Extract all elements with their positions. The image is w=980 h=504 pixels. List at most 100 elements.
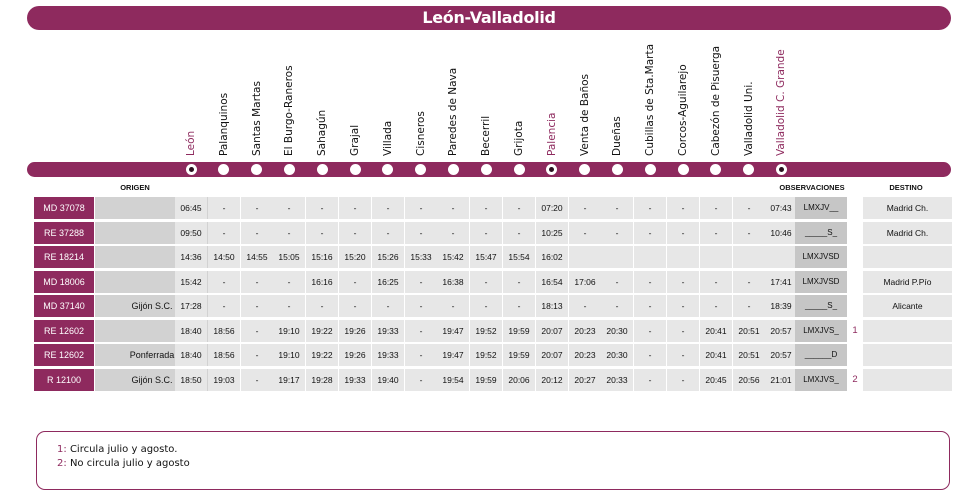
main-station-marker bbox=[775, 164, 787, 175]
time-cell: - bbox=[667, 319, 699, 342]
station-marker bbox=[579, 164, 591, 175]
destination-cell: Madrid P.Pío bbox=[863, 270, 952, 293]
station-label: Paredes de Nava bbox=[445, 40, 461, 156]
time-cell: 15:54 bbox=[503, 246, 535, 268]
time-cell: - bbox=[405, 295, 437, 317]
time-cell: - bbox=[601, 270, 633, 293]
time-cell: 20:56 bbox=[733, 368, 765, 391]
station-name: Becerril bbox=[480, 115, 493, 156]
observations-cell: _____S_ bbox=[795, 221, 847, 244]
time-cell: 19:10 bbox=[273, 319, 305, 342]
time-cell: 15:33 bbox=[405, 246, 437, 268]
time-cell: 20:33 bbox=[601, 368, 633, 391]
time-cell: 20:45 bbox=[700, 368, 732, 391]
time-cell: - bbox=[634, 270, 666, 293]
time-cell: 20:06 bbox=[503, 368, 535, 391]
station-marker bbox=[611, 164, 623, 175]
time-cell: 20:41 bbox=[700, 319, 732, 342]
time-cell bbox=[601, 246, 633, 268]
time-cell: - bbox=[306, 221, 338, 244]
time-cell: 14:50 bbox=[208, 246, 240, 268]
time-cell: - bbox=[634, 319, 666, 342]
time-cell: - bbox=[470, 270, 502, 293]
time-cell: 18:40 bbox=[175, 319, 207, 342]
time-cell: 19:33 bbox=[339, 368, 371, 391]
time-cell: - bbox=[503, 197, 535, 219]
time-cell: 07:43 bbox=[765, 197, 797, 219]
time-cell bbox=[733, 246, 765, 268]
station-marker bbox=[283, 164, 295, 175]
time-cell bbox=[634, 246, 666, 268]
time-cell: 19:03 bbox=[208, 368, 240, 391]
time-cell: - bbox=[601, 295, 633, 317]
observations-cell: LMXJVS_ bbox=[795, 368, 847, 391]
time-cell: 20:23 bbox=[569, 319, 601, 342]
station-name: Valladolid Uni. bbox=[742, 81, 755, 156]
time-cell: - bbox=[208, 197, 240, 219]
note-ref bbox=[848, 246, 862, 268]
time-cell: 20:12 bbox=[536, 368, 568, 391]
station-marker bbox=[743, 164, 755, 175]
time-cell: - bbox=[601, 221, 633, 244]
station-name: Cabezón de Pisuerga bbox=[709, 45, 722, 156]
time-cell: 18:40 bbox=[175, 344, 207, 366]
time-cell: - bbox=[306, 197, 338, 219]
time-cell: 19:40 bbox=[372, 368, 404, 391]
time-cell: 19:59 bbox=[470, 368, 502, 391]
time-cell: - bbox=[306, 295, 338, 317]
time-cell: 20:23 bbox=[569, 344, 601, 366]
time-cell: 16:54 bbox=[536, 270, 568, 293]
time-cell: - bbox=[569, 295, 601, 317]
time-cell: - bbox=[273, 270, 305, 293]
note-1-number: 1 bbox=[57, 444, 64, 455]
time-cell: - bbox=[405, 344, 437, 366]
time-cell: - bbox=[405, 197, 437, 219]
time-cell: 19:47 bbox=[437, 319, 469, 342]
time-cell: 20:51 bbox=[733, 319, 765, 342]
time-cell: 18:50 bbox=[175, 368, 207, 391]
station-label: Sahagún bbox=[314, 40, 330, 156]
time-cell: - bbox=[405, 270, 437, 293]
station-label: Grajal bbox=[347, 40, 363, 156]
table-row: MD 37140 Gijón S.C. 17:28- - - - - - - - - -18:13- -… bbox=[34, 295, 952, 318]
station-marker bbox=[644, 164, 656, 175]
destination-cell: Madrid Ch. bbox=[863, 197, 952, 219]
time-cell: 17:28 bbox=[175, 295, 207, 317]
table-row: RE 12602 18:40 18:56-19:10 19:22 19:26 19:33-… bbox=[34, 319, 952, 343]
time-cell: - bbox=[241, 368, 273, 391]
station-marker bbox=[513, 164, 525, 175]
time-cell: 18:39 bbox=[765, 295, 797, 317]
train-number: MD 37078 bbox=[34, 197, 94, 219]
train-number: RE 18214 bbox=[34, 246, 94, 268]
station-name: El Burgo-Raneros bbox=[283, 65, 296, 156]
time-cell: - bbox=[569, 221, 601, 244]
note-1: 1: Circula julio y agosto. bbox=[57, 444, 178, 455]
note-2-text: No circula julio y agosto bbox=[69, 458, 190, 469]
time-cell: 21:01 bbox=[765, 368, 797, 391]
station-name: Santas Martas bbox=[250, 81, 263, 156]
train-number: RE 37288 bbox=[34, 221, 94, 244]
observations-cell: LMXJVSD bbox=[795, 246, 847, 268]
time-cell: - bbox=[667, 344, 699, 366]
station-marker bbox=[677, 164, 689, 175]
time-cell: 15:47 bbox=[470, 246, 502, 268]
time-cell: 16:02 bbox=[536, 246, 568, 268]
time-cell: - bbox=[241, 344, 273, 366]
time-cell: 20:57 bbox=[765, 344, 797, 366]
note-2: 2: No circula julio y agosto bbox=[57, 458, 190, 469]
note-ref: 1 bbox=[848, 319, 862, 342]
station-name: Venta de Baños bbox=[578, 73, 591, 156]
station-label: Valladolid Uni. bbox=[741, 40, 757, 156]
time-cell: - bbox=[667, 295, 699, 317]
destination-cell: Alicante bbox=[863, 295, 952, 317]
time-cell: - bbox=[733, 270, 765, 293]
time-cell: - bbox=[634, 221, 666, 244]
train-number: MD 37140 bbox=[34, 295, 94, 317]
note-1-text: Circula julio y agosto. bbox=[69, 444, 178, 455]
time-cell: - bbox=[733, 197, 765, 219]
station-label: Becerril bbox=[478, 40, 494, 156]
time-cell: 17:06 bbox=[569, 270, 601, 293]
station-label: Corcos-Aguilarejo bbox=[675, 40, 691, 156]
station-name: Palanquinos bbox=[217, 92, 230, 156]
station-marker bbox=[382, 164, 394, 175]
